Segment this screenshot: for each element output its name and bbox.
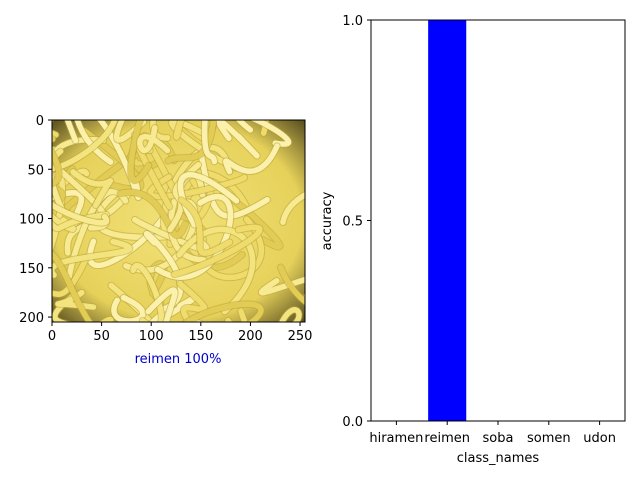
image-x-tick-label: 50 (93, 329, 110, 344)
chart-x-tick-label: reimen (424, 431, 470, 446)
chart-x-tick-label: somen (527, 431, 571, 446)
bars (428, 20, 467, 421)
chart-y-ticks: 0.0 0.5 1.0 (342, 14, 371, 430)
image-panel: 0 50 100 150 200 250 0 50 100 150 200 reimen 100% (19, 114, 313, 367)
prediction-caption: reimen 100% (135, 352, 222, 367)
image-frame (51, 119, 306, 323)
chart-x-tick-label: udon (583, 431, 616, 446)
x-axis-label: class_names (457, 451, 540, 466)
image-x-ticks: 0 50 100 150 200 250 (48, 322, 313, 344)
chart-y-tick-label: 0.5 (342, 215, 363, 230)
chart-y-tick-label: 1.0 (342, 14, 363, 29)
chart-y-tick-label: 0.0 (342, 415, 363, 430)
chart-frame (370, 19, 626, 422)
image-x-tick-label: 150 (188, 329, 213, 344)
image-x-tick-label: 200 (238, 329, 263, 344)
image-x-tick-label: 250 (288, 329, 313, 344)
image-y-ticks: 0 50 100 150 200 (19, 114, 52, 326)
bar-reimen (428, 20, 467, 421)
image-y-tick-label: 0 (36, 114, 44, 129)
image-y-tick-label: 50 (27, 163, 44, 178)
image-x-tick-label: 100 (139, 329, 164, 344)
image-x-tick-label: 0 (48, 329, 56, 344)
image-y-tick-label: 100 (19, 213, 44, 228)
noodle-image (52, 120, 305, 322)
bar-chart: hiramen reimen soba somen udon 0.0 0.5 1.0 cla… (320, 14, 626, 466)
chart-x-tick-label: soba (483, 431, 514, 446)
image-y-tick-label: 200 (19, 311, 44, 326)
chart-x-tick-label: hiramen (369, 431, 423, 446)
image-y-tick-label: 150 (19, 262, 44, 277)
y-axis-label: accuracy (320, 191, 335, 250)
chart-x-ticks: hiramen reimen soba somen udon (369, 421, 616, 446)
